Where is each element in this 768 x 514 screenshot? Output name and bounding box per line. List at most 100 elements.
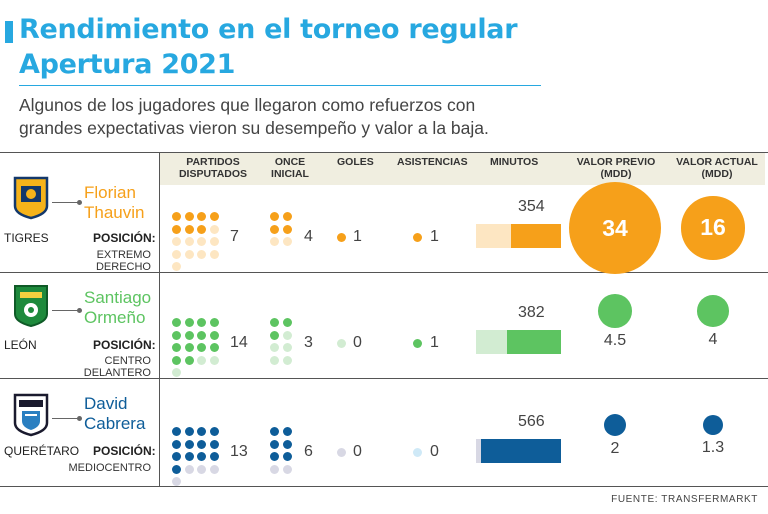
asistencias-dot bbox=[413, 448, 422, 457]
once-dot bbox=[270, 452, 279, 461]
partidos-dot bbox=[172, 224, 181, 234]
once-value: 4 bbox=[304, 228, 313, 245]
position-value: EXTREMO DERECHO bbox=[95, 249, 151, 273]
valor-previo-bubble bbox=[598, 294, 632, 328]
title-line-1: Rendimiento en el torneo regular bbox=[19, 14, 518, 45]
partidos-dot bbox=[184, 224, 194, 234]
position-label: POSICIÓN: bbox=[93, 444, 156, 458]
column-header-valor-previo: VALOR PREVIO (MDD) bbox=[576, 156, 656, 180]
partidos-value: 7 bbox=[230, 228, 239, 245]
partidos-dot bbox=[197, 330, 206, 340]
valor-previo-bubble: 34 bbox=[569, 182, 661, 274]
partidos-dot bbox=[209, 343, 219, 352]
goles-dot bbox=[337, 339, 346, 348]
column-header-partidos: PARTIDOS DISPUTADOS bbox=[178, 156, 248, 180]
minutos-track bbox=[476, 224, 511, 248]
once-dot bbox=[270, 318, 279, 327]
valor-previo-bubble-label: 4.5 bbox=[603, 331, 627, 349]
partidos-dot bbox=[172, 427, 181, 436]
partidos-dot bbox=[172, 212, 181, 221]
partidos-dot bbox=[209, 464, 219, 474]
partidos-dot bbox=[197, 427, 206, 436]
position-label: POSICIÓN: bbox=[93, 338, 156, 352]
valor-actual-bubble: 16 bbox=[681, 196, 745, 260]
team-name: TIGRES bbox=[4, 231, 49, 245]
partidos-dot bbox=[209, 318, 219, 327]
tigres-logo bbox=[13, 176, 49, 220]
minutos-bar bbox=[507, 330, 561, 354]
subtitle-line-2: grandes expectativas vieron su desempeño… bbox=[19, 118, 489, 138]
once-dot bbox=[282, 355, 292, 365]
once-dot bbox=[270, 212, 279, 221]
player-connector bbox=[52, 308, 82, 313]
once-dot bbox=[270, 343, 279, 352]
column-header-minutos: MINUTOS bbox=[490, 156, 539, 168]
title-divider bbox=[19, 85, 541, 86]
partidos-dot bbox=[209, 237, 219, 246]
partidos-dot bbox=[172, 249, 181, 259]
row-divider bbox=[0, 378, 768, 379]
minutos-bar bbox=[481, 439, 561, 463]
partidos-dot bbox=[184, 427, 194, 436]
valor-actual-bubble-label: 1.3 bbox=[701, 439, 725, 456]
partidos-dot bbox=[184, 212, 194, 221]
partidos-dot bbox=[172, 355, 181, 365]
partidos-dot bbox=[184, 237, 194, 246]
partidos-dot bbox=[184, 452, 194, 461]
column-header-valor-actual: VALOR ACTUAL (MDD) bbox=[676, 156, 758, 180]
partidos-dot bbox=[172, 262, 181, 271]
once-dot bbox=[282, 464, 292, 474]
once-dot bbox=[282, 330, 292, 340]
column-header-asistencias: ASISTENCIAS bbox=[397, 156, 468, 168]
once-dot bbox=[282, 224, 292, 234]
partidos-dot bbox=[184, 439, 194, 449]
goles-dot bbox=[337, 448, 346, 457]
once-dot bbox=[282, 212, 292, 221]
partidos-dot bbox=[197, 355, 206, 365]
partidos-dot bbox=[197, 318, 206, 327]
player-connector bbox=[52, 416, 82, 421]
table-header-background bbox=[160, 152, 765, 185]
partidos-dot bbox=[172, 477, 181, 486]
position-value: CENTRO DELANTERO bbox=[83, 355, 151, 379]
once-dot bbox=[270, 237, 279, 246]
once-dot bbox=[270, 330, 279, 340]
asistencias-dot bbox=[413, 233, 422, 242]
partidos-dot bbox=[209, 330, 219, 340]
leon-logo bbox=[14, 285, 48, 328]
once-dot bbox=[282, 318, 292, 327]
partidos-dot bbox=[172, 330, 181, 340]
partidos-dot bbox=[172, 464, 181, 474]
partidos-dot bbox=[209, 249, 219, 259]
queretaro-logo bbox=[13, 393, 49, 437]
partidos-dot bbox=[184, 249, 194, 259]
team-name: QUERÉTARO bbox=[4, 444, 80, 458]
partidos-dot bbox=[197, 237, 206, 246]
partidos-dot bbox=[172, 237, 181, 246]
once-value: 3 bbox=[304, 334, 313, 351]
once-dot bbox=[282, 237, 292, 246]
column-divider bbox=[159, 152, 160, 486]
partidos-dot bbox=[184, 330, 194, 340]
partidos-dot bbox=[172, 343, 181, 352]
once-value: 6 bbox=[304, 443, 313, 460]
partidos-dot bbox=[172, 318, 181, 327]
partidos-dot bbox=[197, 212, 206, 221]
once-dot bbox=[282, 427, 292, 436]
partidos-dot bbox=[197, 464, 206, 474]
once-dot bbox=[282, 452, 292, 461]
minutos-track bbox=[476, 439, 481, 463]
valor-previo-bubble bbox=[603, 413, 627, 437]
once-dot bbox=[282, 343, 292, 352]
partidos-dot bbox=[184, 318, 194, 327]
valor-actual-bubble bbox=[703, 415, 723, 435]
partidos-dot bbox=[209, 224, 219, 234]
goles-value: 0 bbox=[353, 334, 362, 351]
partidos-dot bbox=[172, 452, 181, 461]
partidos-dot bbox=[172, 368, 181, 377]
player-connector bbox=[52, 200, 82, 205]
partidos-dot bbox=[184, 343, 194, 352]
partidos-dot bbox=[209, 439, 219, 449]
partidos-dot bbox=[197, 452, 206, 461]
column-header-goles: GOLES bbox=[337, 156, 374, 168]
